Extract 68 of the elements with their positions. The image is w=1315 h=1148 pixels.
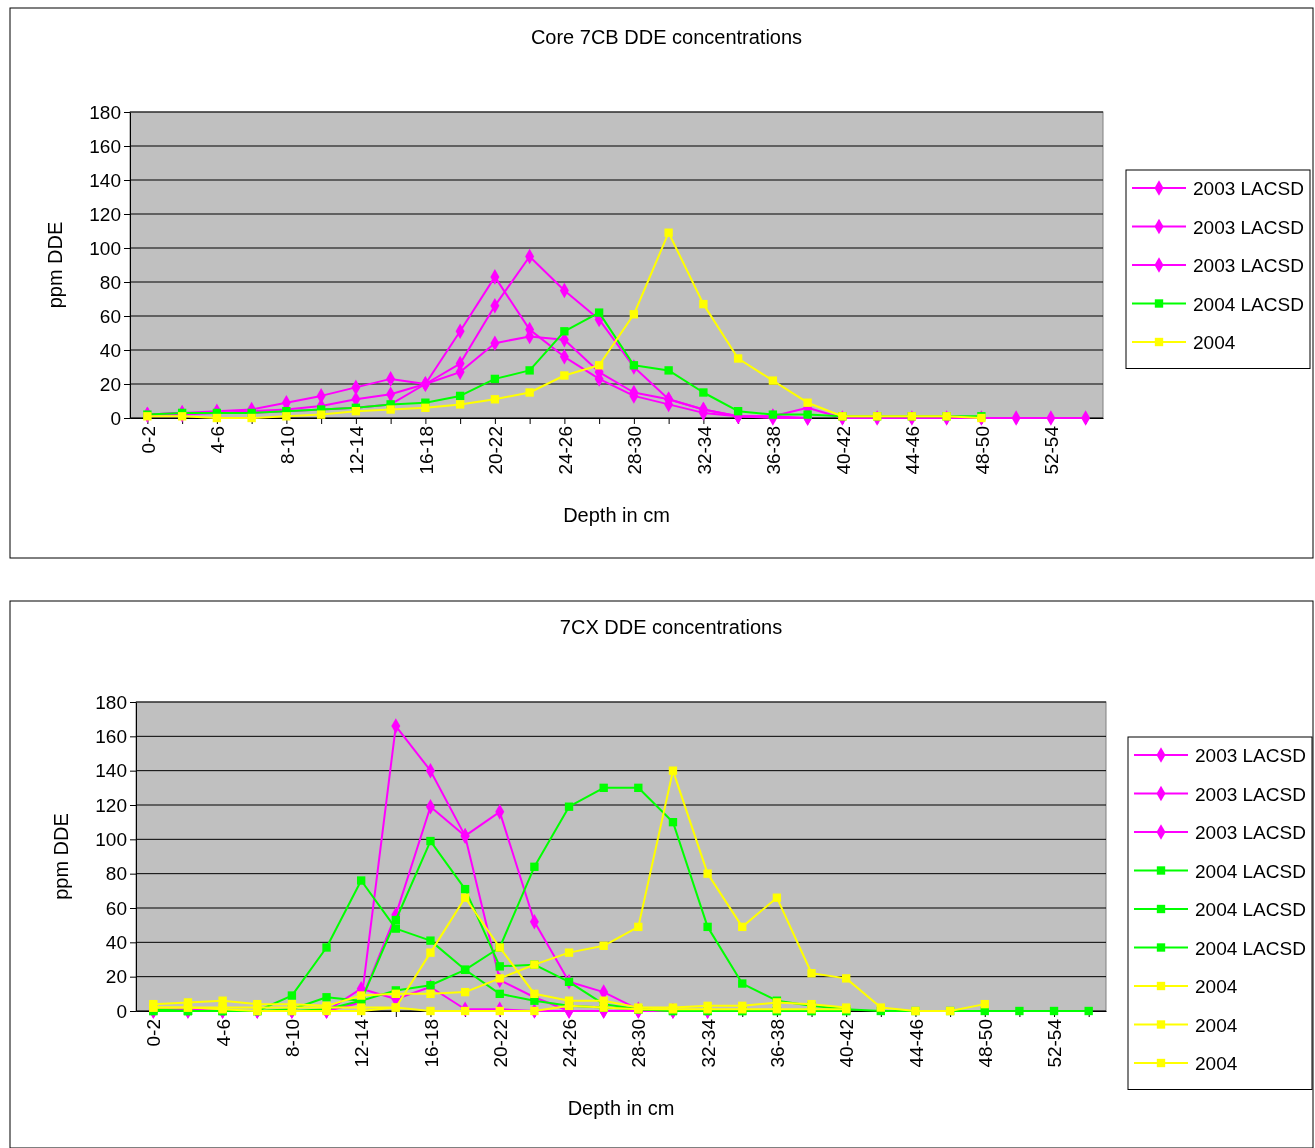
legend-label: 2004 LACSD [1193,293,1304,315]
x-tick-label: 36-38 [767,1019,789,1068]
x-tick-label: 44-46 [905,1019,927,1068]
x-tick-label: 52-54 [1041,425,1063,475]
y-tick-label: 140 [89,169,121,191]
x-tick-label: 4-6 [207,426,229,454]
x-tick-label: 16-18 [415,426,437,475]
x-tick-label: 24-26 [554,426,576,475]
x-tick-label: 28-30 [624,426,646,475]
x-tick-label: 16-18 [420,1019,442,1068]
x-tick-label: 8-10 [276,426,298,465]
legend-label: 2003 LACSD [1195,783,1306,805]
x-tick-label: 0-2 [143,1019,165,1047]
x-tick-label: 4-6 [212,1019,234,1047]
x-tick-label: 44-46 [902,426,924,475]
legend-label: 2004 LACSD [1195,860,1306,882]
x-tick-label: 12-14 [351,1018,373,1068]
y-tick-label: 120 [89,203,121,225]
legend-label: 2004 [1195,1014,1238,1036]
y-tick-label: 0 [116,1000,127,1022]
x-tick-label: 28-30 [628,1019,650,1068]
x-tick-label: 52-54 [1044,1018,1066,1068]
legend-label: 2003 LACSD [1195,745,1306,766]
x-tick-label: 36-38 [763,426,785,475]
legend-label: 2004 LACSD [1195,937,1306,959]
y-tick-label: 140 [95,760,127,782]
y-axis-title: ppm DDE [50,813,72,900]
y-tick-label: 160 [89,135,121,157]
x-tick-label: 24-26 [559,1019,581,1068]
y-tick-label: 100 [95,828,127,850]
y-tick-label: 60 [105,897,127,919]
x-tick-label: 32-34 [693,425,715,475]
x-tick-label: 0-2 [137,426,159,454]
x-tick-label: 32-34 [697,1018,719,1068]
legend-label: 2003 LACSD [1193,216,1304,238]
x-tick-label: 48-50 [971,426,993,475]
y-tick-label: 160 [95,725,127,747]
y-tick-label: 100 [89,237,121,259]
legend-label: 2004 [1193,332,1236,353]
legend-label: 2003 LACSD [1195,822,1306,843]
chart-title: 7CX DDE concentrations [559,616,783,638]
x-tick-label: 8-10 [282,1019,304,1058]
y-tick-label: 120 [95,794,127,816]
legend-label: 2004 LACSD [1195,899,1306,920]
x-tick-label: 48-50 [974,1019,996,1068]
y-tick-label: 80 [99,271,121,293]
y-axis-title: ppm DDE [44,221,66,309]
x-tick-label: 20-22 [489,1019,511,1068]
y-tick-label: 0 [110,407,121,429]
y-tick-label: 180 [89,101,121,123]
chart-title: Core 7CB DDE concentrations [530,26,803,48]
y-tick-label: 80 [105,863,127,885]
y-tick-label: 60 [99,305,121,327]
legend-label: 2004 [1195,976,1238,997]
y-tick-label: 20 [105,966,127,988]
x-axis-title: Depth in cm [563,504,670,526]
x-tick-label: 12-14 [346,425,368,475]
y-tick-label: 20 [99,373,121,395]
x-tick-label: 40-42 [832,426,854,475]
legend-label: 2003 LACSD [1193,178,1304,199]
x-axis-title: Depth in cm [567,1097,675,1119]
legend-label: 2004 [1195,1053,1238,1074]
x-tick-label: 40-42 [836,1019,858,1068]
legend-label: 2003 LACSD [1193,255,1304,276]
x-tick-label: 20-22 [485,426,507,475]
y-tick-label: 40 [99,339,121,361]
y-tick-label: 180 [95,691,127,713]
y-tick-label: 40 [105,931,127,953]
